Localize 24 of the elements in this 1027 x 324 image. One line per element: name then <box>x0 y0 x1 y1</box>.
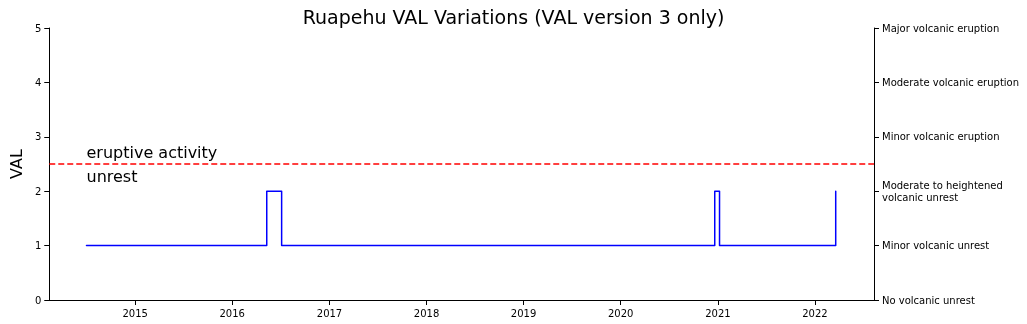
x-tick-label: 2017 <box>316 307 343 319</box>
category-label: Minor volcanic unrest <box>882 240 990 252</box>
y-tick-label: 1 <box>34 240 42 252</box>
annotation: unrest <box>86 166 138 186</box>
x-tick-label: 2016 <box>219 307 245 319</box>
x-tick-label: 2018 <box>413 307 440 319</box>
category-label: Moderate volcanic eruption <box>882 76 1020 88</box>
category-label: No volcanic unrest <box>882 294 975 306</box>
x-tick-label: 2015 <box>122 307 148 319</box>
x-tick-label: 2019 <box>510 307 537 319</box>
chart-title: Ruapehu VAL Variations (VAL version 3 only) <box>302 5 725 28</box>
category-label: Major volcanic eruption <box>882 22 1000 34</box>
annotation: eruptive activity <box>86 142 218 162</box>
y-tick-label: 0 <box>34 294 42 306</box>
x-tick-label: 2021 <box>705 307 731 319</box>
y-tick-label: 4 <box>34 76 42 88</box>
category-label: Moderate to heightened volcanic unrest <box>882 179 1003 203</box>
x-tick-label: 2020 <box>607 307 634 319</box>
y-tick-label: 3 <box>34 131 42 143</box>
y-tick-label: 5 <box>34 22 42 34</box>
category-label: Minor volcanic eruption <box>882 131 1000 143</box>
y-axis-title: VAL <box>6 149 26 179</box>
y-tick-label: 2 <box>34 185 42 197</box>
x-tick-label: 2022 <box>802 307 828 319</box>
